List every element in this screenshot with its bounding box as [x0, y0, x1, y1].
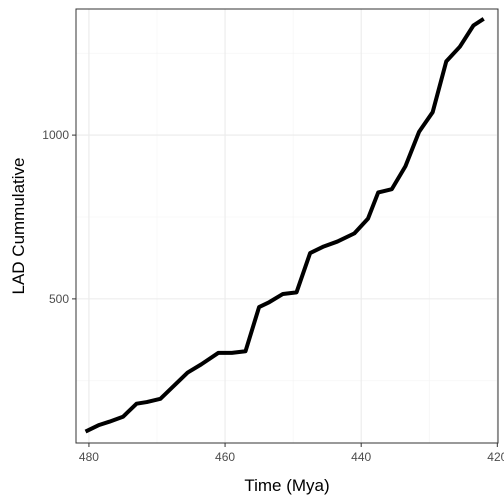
x-axis: 480 460 440 420 [79, 443, 504, 464]
lad-cumulative-line [84, 17, 485, 434]
y-axis-title: LAD Cummulative [9, 158, 28, 295]
y-axis: 500 1000 [42, 128, 76, 306]
x-tick-label: 460 [215, 450, 235, 464]
y-tick-label: 500 [49, 292, 69, 306]
grid [76, 9, 498, 443]
y-tick-label: 1000 [42, 128, 69, 142]
x-tick-label: 440 [351, 450, 371, 464]
x-axis-title: Time (Mya) [244, 476, 329, 495]
x-tick-label: 420 [487, 450, 504, 464]
panel-border [75, 8, 499, 444]
x-tick-label: 480 [79, 450, 99, 464]
